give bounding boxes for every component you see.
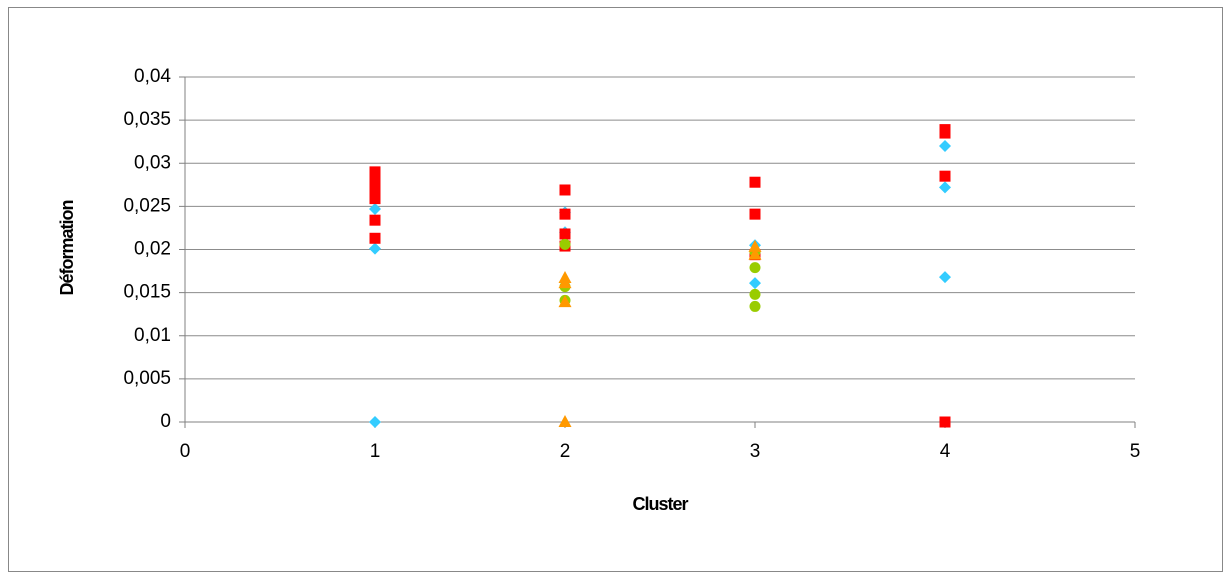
point: [369, 214, 381, 226]
point: [939, 170, 951, 182]
point: [749, 300, 761, 312]
point: [939, 140, 951, 152]
x-axis-title: Cluster: [632, 494, 688, 514]
point: [748, 239, 762, 252]
point: [558, 295, 572, 308]
y-tick-label: 0,015: [123, 282, 171, 303]
point: [369, 416, 381, 428]
point: [749, 176, 761, 188]
y-tick-label: 0,035: [123, 109, 171, 130]
point: [939, 127, 951, 139]
y-tick-label: 0,02: [134, 239, 171, 260]
point: [369, 193, 381, 205]
point: [369, 187, 381, 199]
point: [749, 277, 761, 290]
point: [939, 181, 951, 194]
chart-frame: [8, 7, 1223, 572]
point: [369, 232, 381, 244]
point: [558, 415, 572, 427]
point: [749, 288, 761, 300]
point: [369, 180, 381, 192]
point: [749, 262, 761, 274]
point: [939, 271, 951, 284]
point: [748, 247, 762, 260]
point: [559, 238, 571, 250]
y-tick-label: 0,025: [123, 195, 171, 216]
point: [558, 276, 572, 289]
point: [559, 184, 571, 196]
point: [559, 228, 571, 240]
x-tick-label: 1: [370, 441, 381, 462]
y-tick-label: 0,03: [134, 152, 171, 173]
y-tick-label: 0,01: [134, 325, 171, 346]
point: [939, 416, 951, 428]
point: [369, 202, 381, 215]
x-tick-label: 0: [180, 441, 191, 462]
x-tick-label: 5: [1130, 441, 1141, 462]
point: [749, 208, 761, 220]
x-tick-label: 3: [750, 441, 761, 462]
y-axis-title: Déformation: [57, 200, 77, 295]
y-tick-label: 0,005: [123, 368, 171, 389]
x-tick-label: 4: [940, 441, 951, 462]
point: [559, 208, 571, 220]
point: [369, 242, 381, 255]
x-tick-label: 2: [560, 441, 571, 462]
y-tick-label: 0,04: [134, 66, 171, 87]
y-tick-label: 0: [160, 411, 171, 432]
point: [369, 166, 381, 178]
point: [369, 174, 381, 186]
